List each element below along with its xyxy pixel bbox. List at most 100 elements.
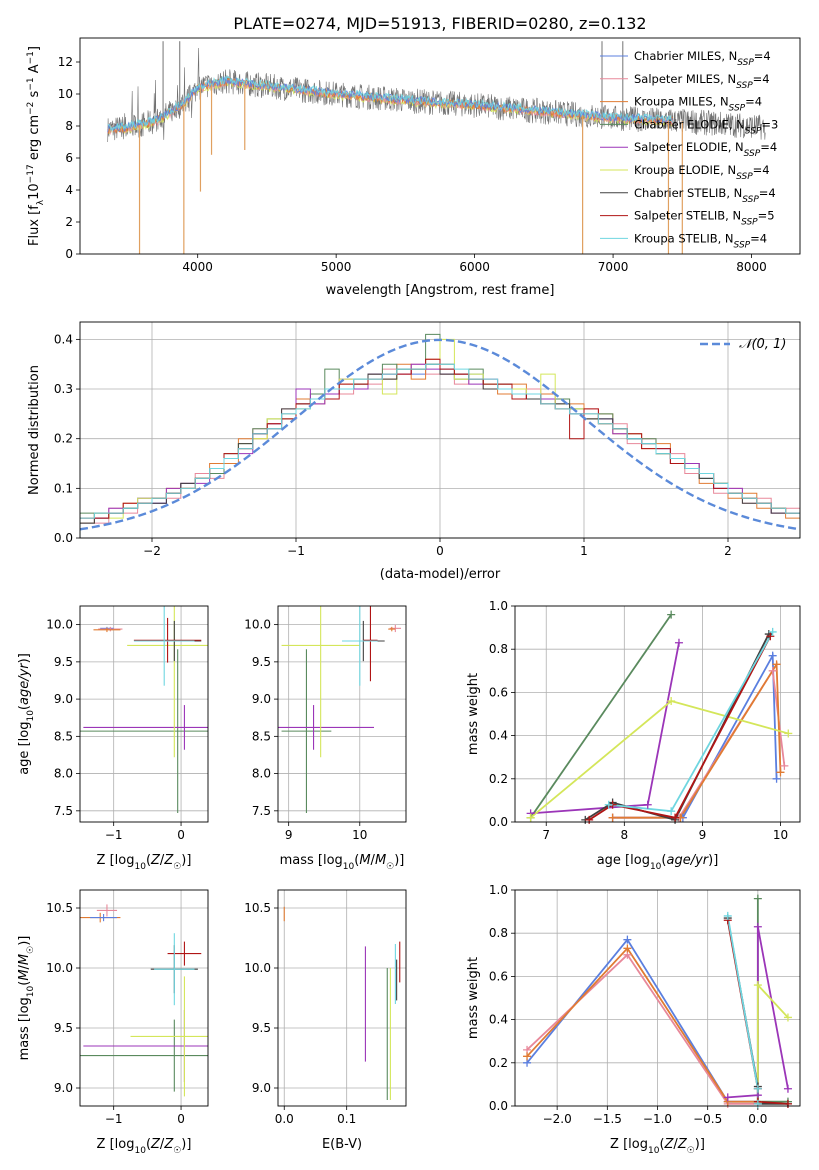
gaussian-curve: [80, 338, 800, 531]
axes-frame: [79, 321, 801, 539]
y-tick-label: 2: [65, 215, 73, 229]
weight-marker: [753, 922, 762, 931]
x-tick-label: −1.5: [593, 1112, 622, 1126]
x-tick-label: 0: [177, 828, 185, 842]
x-tick-label: 9: [699, 828, 707, 842]
y-tick-label: 0.0: [489, 1099, 508, 1113]
x-tick-label: 10: [773, 828, 788, 842]
y-tick-label: 0.4: [54, 332, 73, 346]
weight-line: [530, 642, 680, 815]
axes-frame: [79, 37, 801, 255]
y-tick-label: 8.0: [54, 767, 73, 781]
weight-marker: [526, 813, 535, 822]
y-tick-label: 0.2: [54, 432, 73, 446]
plot-area-age-vs-mass: [278, 606, 402, 814]
y-tick-label: 0.3: [54, 382, 73, 396]
weight-marker: [608, 813, 617, 822]
x-tick-label: −1: [105, 1112, 123, 1126]
y-tick-label: 10.0: [244, 961, 271, 975]
y-tick-label: 10.0: [46, 618, 73, 632]
y-tick-label: 0.6: [489, 969, 508, 983]
x-tick-label: 0.0: [748, 1112, 767, 1126]
y-tick-label: 8: [65, 119, 73, 133]
axes-age-vs-mass: 9 10 7.5 8.0 8.5 9.0 9.5 10.0 mass [log10(M/M☉)]: [244, 605, 407, 872]
x-tick-label: 5000: [321, 260, 352, 274]
weight-line: [530, 700, 789, 819]
y-tick-label: 12: [58, 55, 73, 69]
x-tick-label: −2.0: [543, 1112, 572, 1126]
y-axis-label: mass [log10(M/M☉)]: [17, 936, 36, 1061]
weight-marker: [623, 944, 632, 953]
plot-area-mass-vs-Z: [80, 904, 208, 1097]
y-tick-label: 1.0: [489, 599, 508, 613]
weight-line: [584, 633, 770, 821]
axes-residuals: −2 −1 0 1 2 0.0 0.1 0.2 0.3 0.4 (data-model)/error…: [27, 321, 801, 582]
axes-frame: [79, 605, 209, 823]
weight-marker: [674, 638, 683, 647]
y-tick-label: 0.2: [489, 1056, 508, 1070]
y-tick-label: 8.5: [252, 729, 271, 743]
x-tick-label: −1: [287, 544, 305, 558]
x-tick-label: 0.1: [337, 1112, 356, 1126]
model-spectrum-line: [107, 76, 673, 133]
weight-marker: [783, 1099, 792, 1108]
x-tick-label: 7000: [598, 260, 629, 274]
legend-entry: Kroupa ELODIE, NSSP=4: [634, 163, 770, 182]
weight-marker: [753, 1099, 762, 1108]
y-tick-label: 4: [65, 183, 73, 197]
y-axis-label: Normed distribution: [27, 365, 42, 495]
weight-marker: [753, 894, 762, 903]
y-tick-label: 0.4: [489, 729, 508, 743]
weight-marker: [623, 935, 632, 944]
weight-marker: [585, 815, 594, 824]
weight-marker: [753, 1084, 762, 1093]
weight-marker: [784, 729, 793, 738]
x-axis-label: E(B-V): [322, 1137, 362, 1152]
weight-marker: [772, 660, 781, 669]
y-tick-label: 0.8: [489, 926, 508, 940]
plot-area-age-vs-Z: [80, 606, 208, 814]
x-tick-label: 8: [620, 828, 628, 842]
x-tick-label: 0.0: [275, 1112, 294, 1126]
weight-line: [612, 661, 782, 819]
weight-line: [756, 982, 789, 1102]
weight-line: [526, 938, 758, 1103]
weight-marker: [671, 813, 680, 822]
x-tick-label: 0: [436, 544, 444, 558]
y-tick-label: 10: [58, 87, 73, 101]
weight-line: [588, 635, 772, 821]
figure-title: PLATE=0274, MJD=51913, FIBERID=0280, z=0…: [233, 14, 646, 33]
legend-entry: Kroupa MILES, NSSP=4: [634, 95, 762, 114]
y-axis-label: mass weight: [466, 673, 481, 755]
weight-line: [726, 915, 759, 1104]
x-axis-label: Z [log10(Z/Z☉)]: [97, 853, 192, 872]
model-spectrum-line: [107, 74, 674, 133]
weight-marker: [776, 768, 785, 777]
y-tick-label: 9.0: [252, 692, 271, 706]
x-tick-label: 2: [724, 544, 732, 558]
y-tick-label: 10.5: [244, 901, 271, 915]
legend-entry: Salpeter STELIB, NSSP=5: [634, 209, 775, 228]
axes-mass-vs-EBV: 0.0 0.1 9.0 9.5 10.0 10.5 E(B-V): [244, 889, 407, 1152]
x-tick-label: 4000: [182, 260, 213, 274]
y-tick-label: 7.5: [252, 804, 271, 818]
x-axis-label: age [log10(age/yr)]: [597, 853, 719, 872]
model-spectrum-line: [107, 76, 674, 135]
legend-entry: Chabrier STELIB, NSSP=4: [634, 186, 776, 205]
y-tick-label: 1.0: [489, 883, 508, 897]
weight-marker: [723, 1093, 732, 1102]
weight-marker: [643, 800, 652, 809]
y-tick-label: 10.0: [244, 618, 271, 632]
y-tick-label: 0.4: [489, 1013, 508, 1027]
weight-marker: [604, 800, 613, 809]
axes-weight-vs-Z: −2.0 −1.5 −1.0 −0.5 0.0 0.0 0.2 0.4 0.6 0.8 1.0 Z […: [466, 883, 801, 1156]
axes-frame: [277, 889, 407, 1107]
y-tick-label: 0.8: [489, 642, 508, 656]
legend-entry: Kroupa STELIB, NSSP=4: [634, 231, 767, 250]
y-tick-label: 0.0: [54, 531, 73, 545]
x-tick-label: 0: [177, 1112, 185, 1126]
y-tick-label: 6: [65, 151, 73, 165]
weight-marker: [667, 610, 676, 619]
axes-frame: [514, 889, 801, 1107]
